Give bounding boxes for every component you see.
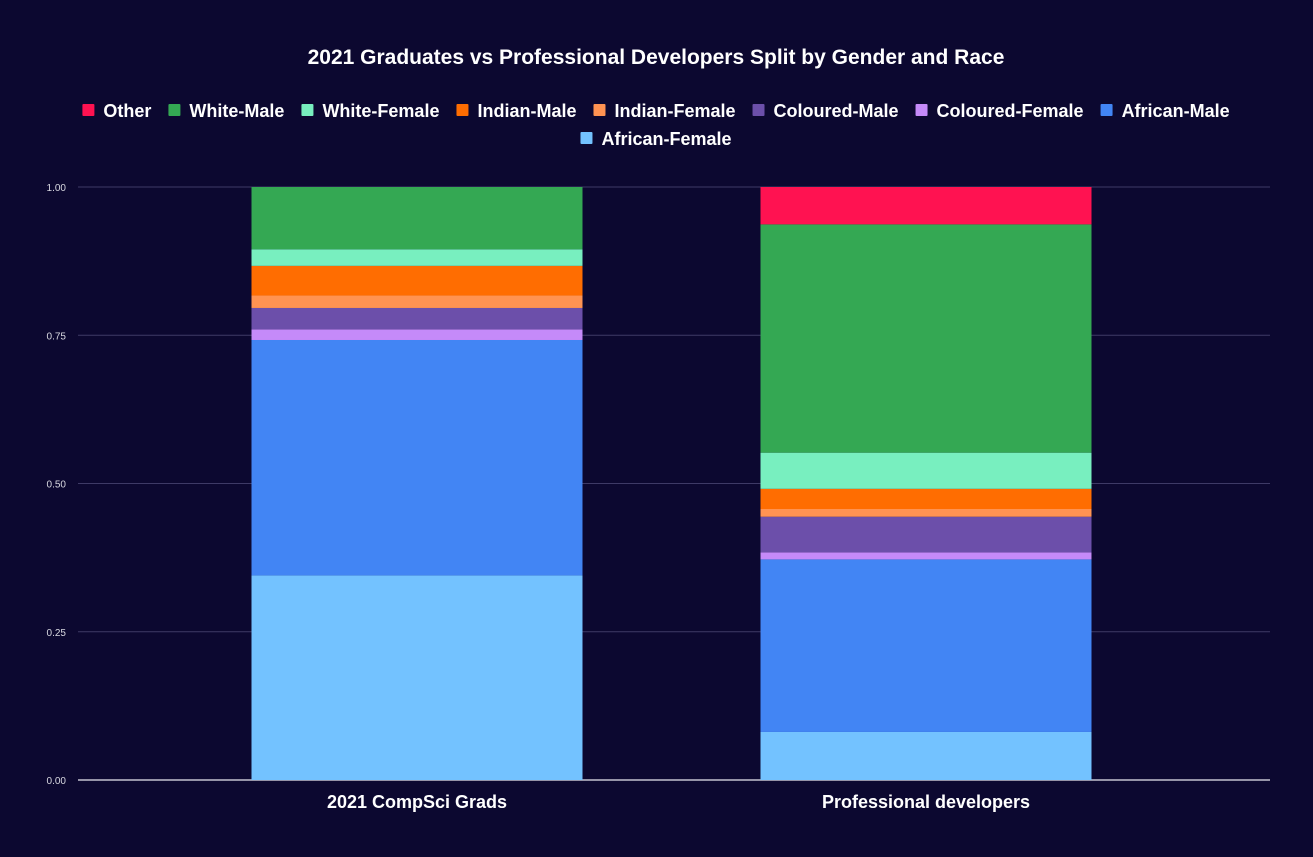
legend-label: Coloured-Female <box>937 101 1084 121</box>
bar-segment-white-female <box>760 452 1092 489</box>
legend-item-white-female: White-Female <box>301 101 439 121</box>
y-tick-label: 0.75 <box>47 331 67 342</box>
legend-item-african-male: African-Male <box>1100 101 1230 121</box>
legend-label: African-Female <box>601 129 731 149</box>
bar-segment-indian-female <box>760 508 1092 517</box>
legend: Other White-Male White-Female Indian-Male In… <box>82 101 1230 149</box>
legend-swatch <box>82 104 95 116</box>
legend-label: Indian-Male <box>477 101 576 121</box>
legend-swatch <box>456 104 469 116</box>
bar-stack-professional-developers <box>760 187 1092 780</box>
x-tick-label: 2021 CompSci Grads <box>327 792 507 812</box>
bar-segment-white-male <box>760 224 1092 453</box>
legend-label: Coloured-Male <box>774 101 899 121</box>
bar-segment-coloured-female <box>251 329 583 340</box>
legend-item-indian-male: Indian-Male <box>456 101 576 121</box>
legend-item-coloured-female: Coloured-Female <box>915 101 1084 121</box>
legend-row: Other White-Male White-Female Indian-Male In… <box>82 101 1230 121</box>
legend-item-indian-female: Indian-Female <box>593 101 736 121</box>
y-tick-label: 0.25 <box>47 628 67 639</box>
chart-title: 2021 Graduates vs Professional Developer… <box>308 46 1005 69</box>
legend-item-other: Other <box>82 101 151 121</box>
y-tick-label: 0.50 <box>47 480 67 491</box>
legend-swatch <box>580 132 593 144</box>
legend-swatch <box>752 104 765 116</box>
x-tick-label: Professional developers <box>822 792 1030 812</box>
bars <box>251 187 1092 780</box>
legend-row: African-Female <box>580 129 732 149</box>
bar-segment-african-female <box>251 575 583 780</box>
y-tick-label: 1.00 <box>47 183 67 194</box>
bar-segment-coloured-male <box>760 516 1092 553</box>
legend-label: White-Female <box>322 101 439 121</box>
legend-item-white-male: White-Male <box>168 101 284 121</box>
bar-stack-2021-compsci-grads <box>251 187 583 780</box>
legend-swatch <box>1100 104 1113 116</box>
bar-segment-african-male <box>760 559 1092 732</box>
bar-segment-african-male <box>251 339 583 576</box>
legend-swatch <box>168 104 181 116</box>
bar-segment-indian-female <box>251 295 583 308</box>
bar-segment-coloured-female <box>760 552 1092 560</box>
legend-item-coloured-male: Coloured-Male <box>752 101 899 121</box>
legend-swatch <box>593 104 606 116</box>
bar-segment-indian-male <box>251 265 583 296</box>
bar-segment-indian-male <box>760 488 1092 509</box>
bar-segment-white-male <box>251 187 583 250</box>
legend-swatch <box>915 104 928 116</box>
legend-label: Indian-Female <box>614 101 735 121</box>
y-axis: 0.00 0.25 0.50 0.75 1.00 <box>47 183 67 787</box>
legend-label: Other <box>103 101 151 121</box>
bar-segment-other <box>760 187 1092 225</box>
legend-label: African-Male <box>1122 101 1230 121</box>
bar-segment-african-female <box>760 731 1092 780</box>
legend-label: White-Male <box>189 101 284 121</box>
legend-swatch <box>301 104 314 116</box>
bar-segment-coloured-male <box>251 307 583 330</box>
bar-segment-white-female <box>251 249 583 266</box>
y-tick-label: 0.00 <box>47 776 67 787</box>
x-axis: 2021 CompSci Grads Professional developer… <box>327 792 1030 812</box>
legend-item-african-female: African-Female <box>580 129 732 149</box>
